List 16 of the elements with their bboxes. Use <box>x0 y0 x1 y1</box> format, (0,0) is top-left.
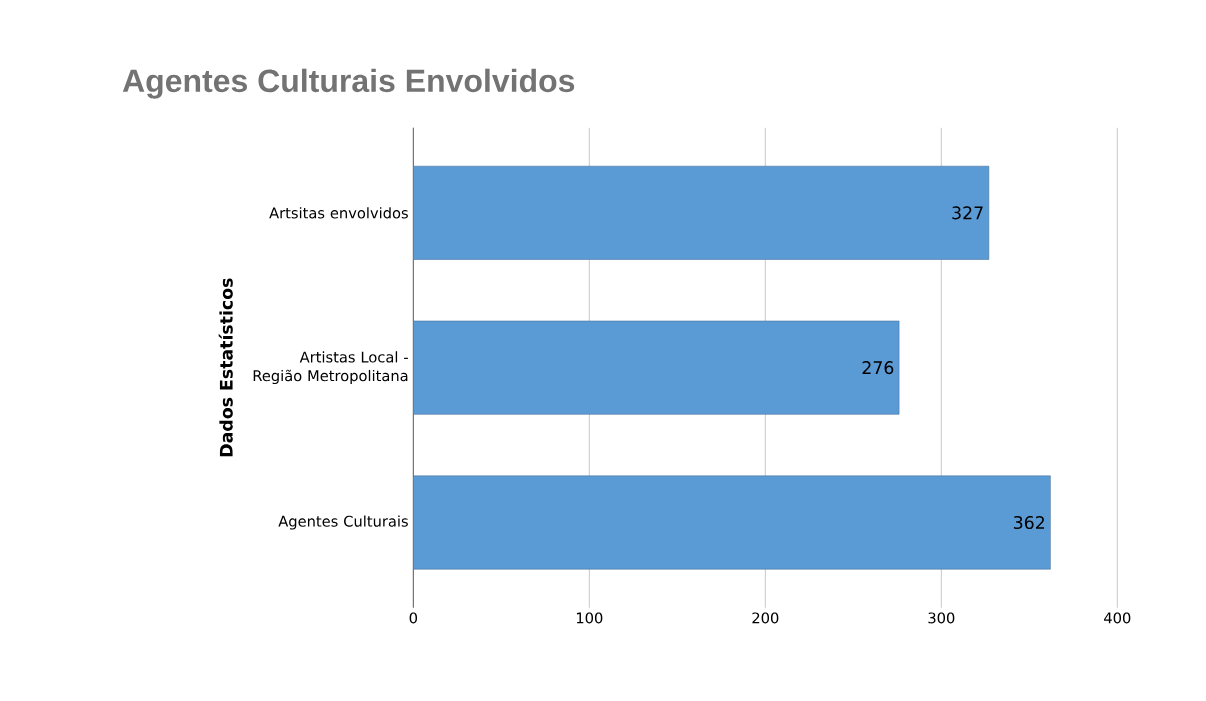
x-tick-label: 0 <box>409 612 418 624</box>
data-label: 362 <box>1013 515 1044 530</box>
data-label: 276 <box>862 361 894 375</box>
x-tick-label: 400 <box>1104 612 1131 624</box>
bar <box>413 320 900 415</box>
y-axis-title: Dados Estatísticos <box>218 278 233 457</box>
bar <box>413 165 990 260</box>
data-label: 327 <box>952 206 983 220</box>
x-tick-label: 100 <box>576 612 603 624</box>
y-tick-label: Artistas Local - Região Metropolitana <box>253 351 408 385</box>
y-tick-label: Artsitas envolvidos <box>269 207 408 219</box>
x-tick-label: 300 <box>928 612 955 624</box>
x-tick-label: 200 <box>752 612 779 624</box>
chart-title: Agentes Culturais Envolvidos <box>122 68 575 99</box>
bar <box>413 475 1051 570</box>
y-tick-label: Agentes Culturais <box>278 515 408 530</box>
